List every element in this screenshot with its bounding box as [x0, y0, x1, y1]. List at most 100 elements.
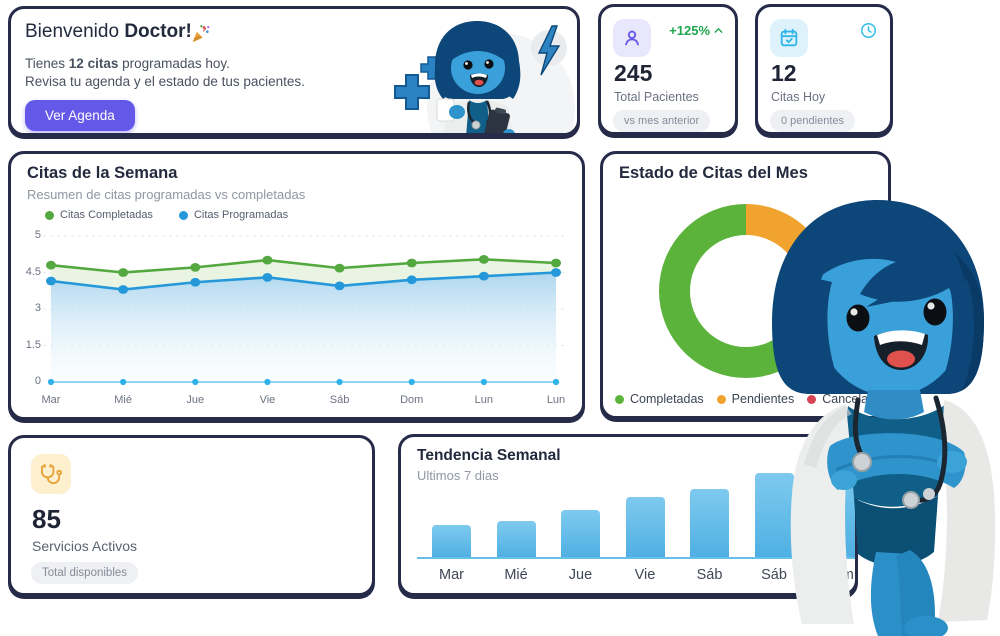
programadas-area: [51, 272, 556, 382]
data-point: [551, 258, 561, 268]
zero-marker: [264, 378, 271, 386]
line-programadas: [50, 271, 557, 291]
data-point: [478, 271, 489, 281]
stat-value: 85: [32, 504, 61, 534]
y-tick-label: 5: [34, 229, 41, 241]
bar-sáb: [754, 473, 794, 557]
bar-mié: [496, 520, 536, 557]
x-tick-label: Sáb: [696, 567, 723, 583]
lightning-icon: [531, 25, 567, 76]
x-tick-label: Mar: [439, 567, 464, 583]
stat-value: 12: [771, 60, 797, 86]
legend-item-completadas[interactable]: Citas Completadas: [45, 209, 153, 221]
donut-chart-legend: Completadas Pendientes Canceladas: [615, 392, 888, 406]
calendar-check-icon: [770, 19, 808, 57]
legend-dot: [716, 394, 726, 404]
x-tick-label: Vie: [259, 394, 276, 406]
clock-icon: [859, 21, 878, 45]
chart-subtitle: Resumen de citas programadas vs completa…: [27, 187, 306, 202]
data-point: [262, 255, 273, 265]
zero-marker: [552, 378, 560, 386]
legend-item-completadas[interactable]: Completadas: [615, 392, 704, 406]
x-tick-label: Jue: [568, 567, 593, 583]
x-tick-label: Sáb: [761, 567, 787, 583]
x-tick-label: Lun: [474, 394, 494, 406]
bar-jue: [561, 509, 600, 557]
stat-card-total-pacientes: +125% 245 Total Pacientes vs mes anterio…: [598, 4, 738, 135]
chevron-up-icon: [714, 27, 723, 33]
data-point: [118, 268, 129, 277]
legend-dot: [178, 210, 188, 220]
trend-badge: +125%: [669, 23, 725, 38]
x-tick-label: Mié: [114, 394, 132, 406]
welcome-title: Bienvenido Doctor!: [25, 21, 192, 43]
legend-dot: [45, 210, 54, 220]
legend-dot: [807, 394, 817, 404]
data-point: [406, 275, 417, 285]
welcome-line1: Tienes 12 citas programadas hoy.: [25, 56, 230, 71]
zero-marker: [47, 378, 55, 386]
stat-badge: 0 pendientes: [770, 110, 855, 132]
line-chart-legend: Citas Completadas Citas Programadas: [45, 209, 288, 221]
x-tick-label: Dom: [400, 394, 424, 406]
legend-item-programadas[interactable]: Citas Programadas: [178, 209, 288, 221]
zero-marker: [480, 378, 487, 386]
x-tick-label: Lun: [546, 394, 566, 406]
doctor-mascot-small: [394, 21, 575, 133]
bar-sáb: [690, 489, 729, 557]
line-chart-plot: [43, 235, 566, 386]
stat-badge: vs mes anterior: [613, 110, 711, 132]
stat-card-servicios-activos: 85 Servicios Activos Total disponibles: [8, 435, 375, 596]
data-point: [334, 263, 345, 273]
data-point: [406, 258, 417, 268]
bar-mar: [432, 524, 471, 557]
data-point: [551, 268, 561, 277]
ver-agenda-button[interactable]: Ver Agenda: [25, 100, 135, 131]
welcome-line2: Revisa tu agenda y el estado de tus paci…: [25, 74, 305, 89]
party-popper-icon: [189, 23, 211, 50]
stat-label: Citas Hoy: [771, 90, 826, 104]
legend-item-pendientes[interactable]: Pendientes: [716, 392, 794, 406]
stat-label: Servicios Activos: [32, 538, 138, 554]
stat-badge: Total disponibles: [31, 562, 139, 584]
welcome-card: Bienvenido Doctor! Tienes 12 citas progr…: [8, 6, 580, 136]
x-tick-label: Mar: [41, 394, 61, 406]
x-tick-label: Mié: [504, 567, 528, 583]
zero-marker: [336, 378, 343, 386]
y-tick-label: 4.5: [25, 265, 41, 278]
data-point: [118, 285, 129, 294]
bar-vie: [625, 497, 665, 557]
weekly-trend-chart-card: Tendencia Semanal Ultimos 7 dias Mar Mié J…: [398, 434, 858, 596]
chart-title: Estado de Citas del Mes: [619, 164, 808, 182]
data-point: [334, 281, 345, 291]
chart-title: Tendencia Semanal: [417, 447, 561, 464]
data-point: [46, 260, 56, 270]
user-icon: [613, 19, 651, 57]
weekly-appointments-chart-card: Citas de la Semana Resumen de citas prog…: [8, 151, 585, 420]
data-point: [190, 262, 201, 272]
completadas-band: [51, 259, 556, 290]
stat-label: Total Pacientes: [614, 90, 699, 104]
data-point: [190, 277, 201, 287]
x-tick-label: Sáb: [329, 394, 350, 406]
welcome-title-regular: Bienvenido: [25, 21, 120, 42]
legend-dot: [615, 394, 624, 404]
doctor-mascot-large: [772, 200, 996, 636]
line-completadas: [50, 258, 557, 274]
medical-cross-icon: [394, 74, 430, 110]
y-tick-label: 3: [34, 302, 41, 314]
zero-marker: [192, 378, 199, 386]
chart-subtitle: Ultimos 7 dias: [417, 468, 499, 483]
stat-value: 245: [614, 60, 653, 86]
welcome-title-bold: Doctor!: [124, 21, 192, 42]
data-point: [478, 254, 489, 264]
zero-marker: [120, 378, 127, 386]
data-point: [46, 276, 56, 286]
chart-title: Citas de la Semana: [27, 164, 178, 182]
y-tick-label: 0: [34, 375, 41, 387]
stat-card-citas-hoy: 12 Citas Hoy 0 pendientes: [755, 4, 893, 135]
x-tick-label: Vie: [634, 567, 656, 583]
data-point: [262, 272, 273, 282]
zero-marker: [408, 378, 415, 386]
